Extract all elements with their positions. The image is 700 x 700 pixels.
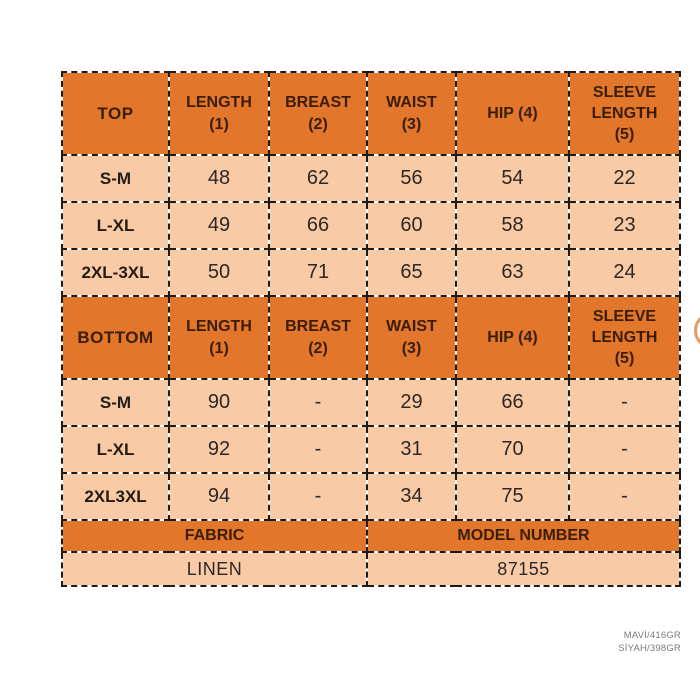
fabric-header-row: FABRIC MODEL NUMBER [61, 519, 681, 553]
fabric-value-row: LINEN 87155 [61, 551, 681, 587]
value-cell: 56 [366, 154, 457, 203]
value-cell: 23 [568, 201, 681, 250]
fabric-value-cell: LINEN [61, 551, 368, 587]
section-title-cell-bottom: BOTTOM [61, 295, 170, 380]
column-header-waist: WAIST (3) [366, 71, 457, 156]
value-cell: 54 [455, 154, 570, 203]
model-number-value-cell: 87155 [366, 551, 681, 587]
value-cell: 62 [268, 154, 368, 203]
column-header-sleeve-length: SLEEVE LENGTH (5) [568, 71, 681, 156]
model-number-header-cell: MODEL NUMBER [366, 519, 681, 553]
column-header-sleeve-length: SLEEVE LENGTH (5) [568, 295, 681, 380]
value-cell: 48 [168, 154, 270, 203]
value-cell: 58 [455, 201, 570, 250]
table-row: S-M 48 62 56 54 22 [61, 154, 681, 203]
row-label-cell: S-M [61, 154, 170, 203]
section-title-cell-top: TOP [61, 71, 170, 156]
column-header-breast: BREAST (2) [268, 71, 368, 156]
column-header-hip: HIP (4) [455, 71, 570, 156]
value-cell: 63 [455, 248, 570, 297]
value-cell: 31 [366, 425, 457, 474]
row-label-cell: L-XL [61, 201, 170, 250]
row-label-cell: 2XL3XL [61, 472, 170, 521]
value-cell: 50 [168, 248, 270, 297]
value-cell: - [268, 472, 368, 521]
table-row: L-XL 92 - 31 70 - [61, 425, 681, 474]
value-cell: 66 [455, 378, 570, 427]
column-header-hip: HIP (4) [455, 295, 570, 380]
size-chart-table: TOP LENGTH (1) BREAST (2) WAIST (3) HIP … [61, 71, 681, 587]
table-row: 2XL3XL 94 - 34 75 - [61, 472, 681, 521]
value-cell: 65 [366, 248, 457, 297]
value-cell: 90 [168, 378, 270, 427]
table-row: S-M 90 - 29 66 - [61, 378, 681, 427]
color-weight-note: MAVİ/416GR SİYAH/398GR [618, 629, 681, 656]
column-header-breast: BREAST (2) [268, 295, 368, 380]
bottom-header-row: BOTTOM LENGTH (1) BREAST (2) WAIST (3) H… [61, 295, 681, 380]
cutoff-circle-decoration [694, 313, 700, 348]
row-label-cell: S-M [61, 378, 170, 427]
row-label-cell: 2XL-3XL [61, 248, 170, 297]
value-cell: 29 [366, 378, 457, 427]
value-cell: - [568, 425, 681, 474]
value-cell: 49 [168, 201, 270, 250]
value-cell: 70 [455, 425, 570, 474]
value-cell: - [568, 472, 681, 521]
value-cell: 34 [366, 472, 457, 521]
row-label-cell: L-XL [61, 425, 170, 474]
value-cell: 24 [568, 248, 681, 297]
value-cell: 66 [268, 201, 368, 250]
value-cell: 75 [455, 472, 570, 521]
value-cell: 22 [568, 154, 681, 203]
value-cell: 92 [168, 425, 270, 474]
top-header-row: TOP LENGTH (1) BREAST (2) WAIST (3) HIP … [61, 71, 681, 156]
table-row: 2XL-3XL 50 71 65 63 24 [61, 248, 681, 297]
table-row: L-XL 49 66 60 58 23 [61, 201, 681, 250]
column-header-length: LENGTH (1) [168, 295, 270, 380]
value-cell: - [268, 378, 368, 427]
value-cell: 94 [168, 472, 270, 521]
note-line-blue: MAVİ/416GR [623, 630, 681, 641]
column-header-waist: WAIST (3) [366, 295, 457, 380]
value-cell: 71 [268, 248, 368, 297]
note-line-black: SİYAH/398GR [618, 643, 681, 655]
value-cell: - [268, 425, 368, 474]
value-cell: 60 [366, 201, 457, 250]
value-cell: - [568, 378, 681, 427]
column-header-length: LENGTH (1) [168, 71, 270, 156]
fabric-header-cell: FABRIC [61, 519, 368, 553]
